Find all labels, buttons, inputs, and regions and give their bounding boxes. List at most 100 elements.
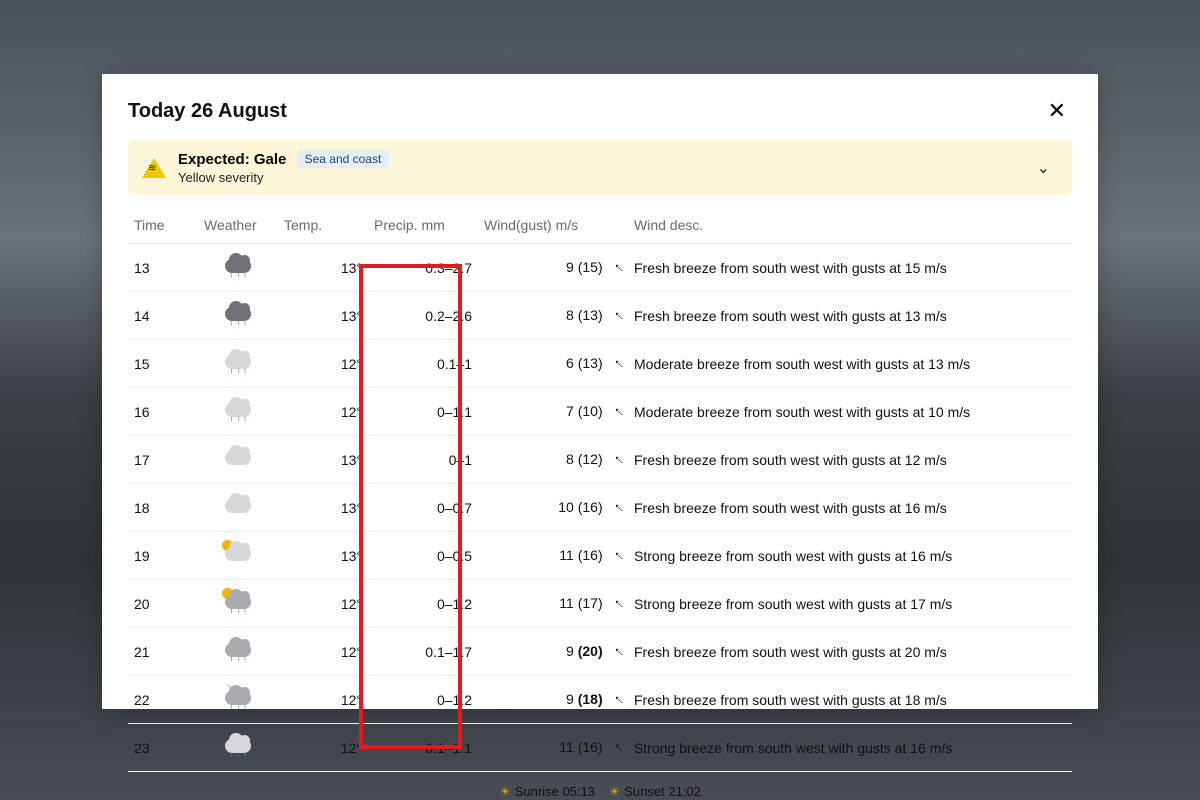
table-row: 19 13°0–0.511 (16) ↑Strong breeze from so… <box>128 532 1072 580</box>
cell-precip: 0–0.5 <box>368 532 478 580</box>
col-weather: Weather <box>198 209 278 244</box>
cell-time: 17 <box>128 436 198 484</box>
col-desc: Wind desc. <box>628 209 1072 244</box>
cell-weather-icon <box>198 484 278 532</box>
cell-precip: 0.3–2.7 <box>368 244 478 292</box>
cell-time: 19 <box>128 532 198 580</box>
table-header-row: Time Weather Temp. Precip. mm Wind(gust)… <box>128 209 1072 244</box>
cell-wind-desc: Fresh breeze from south west with gusts … <box>628 628 1072 676</box>
cell-wind-desc: Strong breeze from south west with gusts… <box>628 580 1072 628</box>
card-header: Today 26 August ✕ <box>128 96 1072 126</box>
cell-temp: 12° <box>278 388 368 436</box>
wind-arrow-icon: ↑ <box>610 355 627 372</box>
col-precip: Precip. mm <box>368 209 478 244</box>
cell-wind: 6 (13) ↑ <box>478 340 628 388</box>
wind-arrow-icon: ↑ <box>610 643 627 660</box>
cell-wind-desc: Moderate breeze from south west with gus… <box>628 340 1072 388</box>
warning-banner[interactable]: Expected: Gale Sea and coast Yellow seve… <box>128 140 1072 195</box>
cell-wind-desc: Fresh breeze from south west with gusts … <box>628 484 1072 532</box>
cell-time: 21 <box>128 628 198 676</box>
forecast-table: Time Weather Temp. Precip. mm Wind(gust)… <box>128 209 1072 772</box>
warning-triangle-icon <box>142 158 166 178</box>
wind-arrow-icon: ↑ <box>610 739 627 756</box>
warning-expected-value: Gale <box>254 151 287 168</box>
table-row: 21╵╵╵12°0.1–1.79 (20) ↑Fresh breeze from… <box>128 628 1072 676</box>
cell-temp: 12° <box>278 628 368 676</box>
cell-precip: 0.1–1 <box>368 340 478 388</box>
wind-arrow-icon: ↑ <box>610 307 627 324</box>
cell-temp: 12° <box>278 340 368 388</box>
cell-precip: 0–1 <box>368 436 478 484</box>
wind-arrow-icon: ↑ <box>610 403 627 420</box>
cell-precip: 0.2–2.6 <box>368 292 478 340</box>
cell-temp: 13° <box>278 244 368 292</box>
cell-precip: 0–1.2 <box>368 676 478 724</box>
cell-wind-desc: Strong breeze from south west with gusts… <box>628 532 1072 580</box>
table-row: 23╵╵╵12°0.1–1.111 (16) ↑Strong breeze fr… <box>128 724 1072 772</box>
warning-text: Expected: Gale Sea and coast Yellow seve… <box>178 150 1021 185</box>
table-row: 15╵╵╵12°0.1–16 (13) ↑Moderate breeze fro… <box>128 340 1072 388</box>
forecast-card: Today 26 August ✕ Expected: Gale Sea and… <box>102 74 1098 709</box>
cell-temp: 12° <box>278 676 368 724</box>
cell-time: 15 <box>128 340 198 388</box>
cell-wind-desc: Fresh breeze from south west with gusts … <box>628 244 1072 292</box>
cell-time: 23 <box>128 724 198 772</box>
cell-wind-desc: Fresh breeze from south west with gusts … <box>628 676 1072 724</box>
sun-line: ☀Sunrise 05:13 ☀Sunset 21:02 <box>128 784 1072 800</box>
cell-precip: 0–0.7 <box>368 484 478 532</box>
cell-time: 13 <box>128 244 198 292</box>
cell-weather-icon: ╵╵╵ <box>198 676 278 724</box>
cell-weather-icon <box>198 436 278 484</box>
cell-wind: 11 (17) ↑ <box>478 580 628 628</box>
warning-expected-label: Expected: <box>178 151 250 168</box>
cell-temp: 13° <box>278 484 368 532</box>
cell-wind: 7 (10) ↑ <box>478 388 628 436</box>
cell-precip: 0.1–1.7 <box>368 628 478 676</box>
table-row: 13╵╵╵13°0.3–2.79 (15) ↑Fresh breeze from… <box>128 244 1072 292</box>
col-time: Time <box>128 209 198 244</box>
table-row: 22╵╵╵12°0–1.29 (18) ↑Fresh breeze from s… <box>128 676 1072 724</box>
wind-arrow-icon: ↑ <box>610 451 627 468</box>
col-temp: Temp. <box>278 209 368 244</box>
cell-temp: 13° <box>278 532 368 580</box>
sunset-icon: ☀ <box>609 784 621 799</box>
cell-precip: 0–1.1 <box>368 388 478 436</box>
card-title: Today 26 August <box>128 100 287 123</box>
cell-weather-icon: ╵╵╵ <box>198 244 278 292</box>
cell-wind: 11 (16) ↑ <box>478 532 628 580</box>
cell-wind: 9 (18) ↑ <box>478 676 628 724</box>
cell-wind: 8 (13) ↑ <box>478 292 628 340</box>
cell-precip: 0–1.2 <box>368 580 478 628</box>
sunrise-icon: ☀ <box>499 784 511 799</box>
chevron-down-icon[interactable]: ⌄ <box>1033 154 1054 182</box>
sunrise-time: 05:13 <box>562 784 595 799</box>
cell-weather-icon: ╵╵╵ <box>198 292 278 340</box>
cell-wind-desc: Fresh breeze from south west with gusts … <box>628 436 1072 484</box>
cell-wind-desc: Strong breeze from south west with gusts… <box>628 724 1072 772</box>
cell-wind: 10 (16) ↑ <box>478 484 628 532</box>
sunset-label: Sunset <box>624 784 664 799</box>
cell-time: 14 <box>128 292 198 340</box>
table-row: 20╵╵╵12°0–1.211 (17) ↑Strong breeze from… <box>128 580 1072 628</box>
table-row: 1713°0–18 (12) ↑Fresh breeze from south … <box>128 436 1072 484</box>
table-row: 18 13°0–0.710 (16) ↑Fresh breeze from sou… <box>128 484 1072 532</box>
col-wind: Wind(gust) m/s <box>478 209 628 244</box>
cell-time: 20 <box>128 580 198 628</box>
close-icon[interactable]: ✕ <box>1042 96 1072 126</box>
cell-wind-desc: Fresh breeze from south west with gusts … <box>628 292 1072 340</box>
table-row: 14╵╵╵13°0.2–2.68 (13) ↑Fresh breeze from… <box>128 292 1072 340</box>
cell-weather-icon: ╵╵╵ <box>198 628 278 676</box>
cell-time: 18 <box>128 484 198 532</box>
cell-time: 16 <box>128 388 198 436</box>
cell-weather-icon: ╵╵╵ <box>198 724 278 772</box>
cell-temp: 13° <box>278 292 368 340</box>
warning-severity: Yellow severity <box>178 170 1021 185</box>
cell-temp: 12° <box>278 580 368 628</box>
cell-weather-icon: ╵╵╵ <box>198 388 278 436</box>
table-row: 16╵╵╵12°0–1.17 (10) ↑Moderate breeze fro… <box>128 388 1072 436</box>
wind-arrow-icon: ↑ <box>610 259 627 276</box>
cell-weather-icon <box>198 532 278 580</box>
cell-wind: 11 (16) ↑ <box>478 724 628 772</box>
sunrise-label: Sunrise <box>515 784 559 799</box>
wind-arrow-icon: ↑ <box>610 691 627 708</box>
